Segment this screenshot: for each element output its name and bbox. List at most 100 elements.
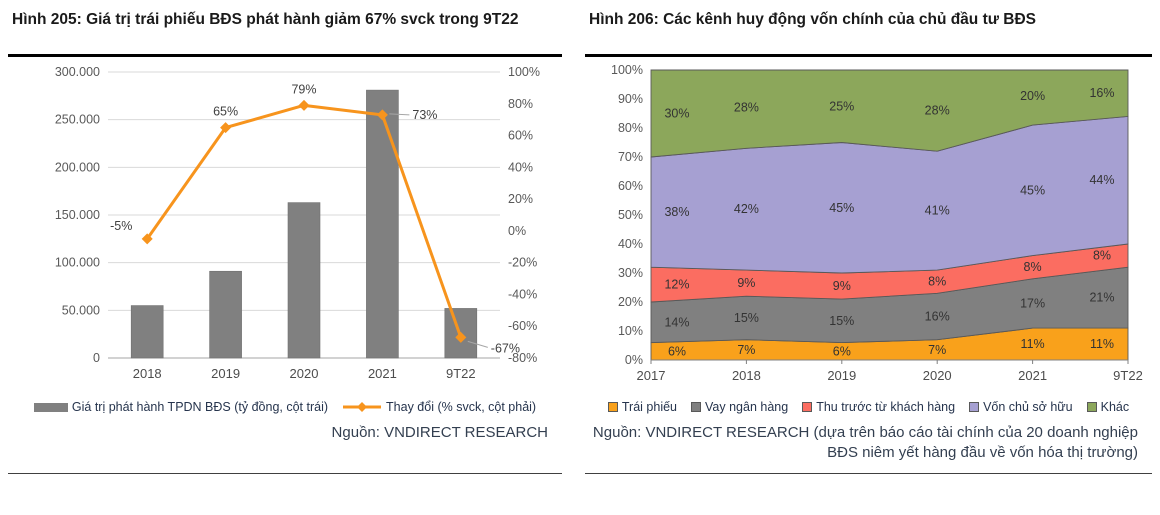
legend-label: Khác xyxy=(1100,400,1130,414)
svg-text:40%: 40% xyxy=(618,237,643,251)
svg-text:28%: 28% xyxy=(734,101,759,115)
svg-text:250.000: 250.000 xyxy=(55,113,100,127)
svg-text:11%: 11% xyxy=(1021,337,1045,351)
svg-text:300.000: 300.000 xyxy=(55,65,100,79)
svg-text:60%: 60% xyxy=(508,129,533,143)
figure-205-legend: Giá trị phát hành TPDN BĐS (tỷ đồng, cột… xyxy=(8,400,562,414)
svg-text:15%: 15% xyxy=(734,311,759,325)
svg-text:25%: 25% xyxy=(829,99,854,113)
svg-text:9T22: 9T22 xyxy=(446,366,476,381)
svg-text:40%: 40% xyxy=(508,160,533,174)
legend-item-bar: Giá trị phát hành TPDN BĐS (tỷ đồng, cột… xyxy=(33,400,329,414)
line-marker xyxy=(298,99,310,111)
legend-item-3: Thu trước từ khách hàng xyxy=(802,400,955,414)
legend-item-1: Trái phiếu xyxy=(607,400,677,414)
line-swatch-icon xyxy=(343,402,382,412)
figure-205-panel: Hình 205: Giá trị trái phiếu BĐS phát hà… xyxy=(8,8,562,474)
area-swatch-icon xyxy=(607,402,618,412)
figure-206-panel: Hình 206: Các kênh huy động vốn chính củ… xyxy=(585,8,1152,474)
bar-swatch-icon xyxy=(33,402,68,412)
area-swatch-icon xyxy=(691,402,701,412)
svg-text:0: 0 xyxy=(93,351,100,365)
svg-text:-40%: -40% xyxy=(508,287,537,301)
svg-text:9%: 9% xyxy=(833,279,851,293)
label-leader xyxy=(467,340,488,348)
figure-206-chart: 0% 10% 20% 30% 40% 50% 60% 70% 80% 90% 100% 6% 7% 6% 7… xyxy=(585,60,1152,399)
svg-text:30%: 30% xyxy=(618,266,643,280)
svg-text:8%: 8% xyxy=(1093,249,1111,263)
svg-text:44%: 44% xyxy=(1089,173,1114,187)
legend-label-bar: Giá trị phát hành TPDN BĐS (tỷ đồng, cột… xyxy=(71,400,329,414)
svg-text:0%: 0% xyxy=(625,353,643,367)
line-marker xyxy=(141,233,153,245)
legend-item-5: Khác xyxy=(1086,400,1130,414)
legend-item-line: Thay đổi (% svck, cột phải) xyxy=(342,400,536,414)
svg-text:20%: 20% xyxy=(508,192,533,206)
svg-text:-60%: -60% xyxy=(508,319,537,333)
svg-text:-80%: -80% xyxy=(508,351,537,365)
svg-text:80%: 80% xyxy=(508,97,533,111)
svg-text:8%: 8% xyxy=(928,275,946,289)
svg-text:14%: 14% xyxy=(664,315,689,329)
legend-item-2: Vay ngân hàng xyxy=(691,400,788,414)
svg-text:20%: 20% xyxy=(1020,89,1045,103)
figure-206-source: Nguồn: VNDIRECT RESEARCH (dựa trên báo c… xyxy=(592,424,1138,462)
svg-text:150.000: 150.000 xyxy=(55,208,100,222)
figure-205-title: Hình 205: Giá trị trái phiếu BĐS phát hà… xyxy=(8,8,562,57)
svg-text:100.000: 100.000 xyxy=(55,256,100,270)
svg-text:2018: 2018 xyxy=(133,366,162,381)
svg-text:30%: 30% xyxy=(664,107,689,121)
svg-text:20%: 20% xyxy=(618,295,643,309)
svg-text:9%: 9% xyxy=(737,276,755,290)
bar-2019 xyxy=(209,270,242,359)
svg-text:-67%: -67% xyxy=(491,341,520,355)
svg-text:7%: 7% xyxy=(737,343,755,357)
svg-text:7%: 7% xyxy=(928,343,946,357)
svg-text:50.000: 50.000 xyxy=(62,303,100,317)
svg-text:10%: 10% xyxy=(618,324,643,338)
svg-text:6%: 6% xyxy=(668,344,686,358)
svg-text:90%: 90% xyxy=(618,92,643,106)
svg-text:2019: 2019 xyxy=(211,366,240,381)
svg-text:15%: 15% xyxy=(829,314,854,328)
svg-text:11%: 11% xyxy=(1090,337,1114,351)
bar-2021 xyxy=(366,89,399,359)
legend-label-line: Thay đổi (% svck, cột phải) xyxy=(386,400,537,414)
area-5 xyxy=(650,69,1129,158)
svg-text:79%: 79% xyxy=(291,82,316,96)
svg-text:2017: 2017 xyxy=(637,368,666,383)
legend-label: Vay ngân hàng xyxy=(705,400,789,414)
svg-text:2020: 2020 xyxy=(290,366,319,381)
svg-text:-5%: -5% xyxy=(110,219,132,233)
label-leader xyxy=(389,113,410,116)
svg-text:38%: 38% xyxy=(664,205,689,219)
svg-text:21%: 21% xyxy=(1089,291,1114,305)
bar-2020 xyxy=(287,202,321,359)
svg-text:45%: 45% xyxy=(1020,183,1045,197)
svg-text:16%: 16% xyxy=(925,310,950,324)
svg-text:2018: 2018 xyxy=(732,368,761,383)
svg-text:17%: 17% xyxy=(1020,296,1045,310)
area-swatch-icon xyxy=(969,402,980,412)
figure-206-svg: 0% 10% 20% 30% 40% 50% 60% 70% 80% 90% 100% 6% 7% 6% 7… xyxy=(611,63,1143,383)
svg-text:70%: 70% xyxy=(618,150,643,164)
svg-text:0%: 0% xyxy=(508,224,526,238)
svg-text:28%: 28% xyxy=(925,104,950,118)
svg-text:80%: 80% xyxy=(618,121,643,135)
bar-2018 xyxy=(130,305,164,359)
svg-text:6%: 6% xyxy=(833,344,851,358)
area-swatch-icon xyxy=(1086,402,1097,412)
area-swatch-icon xyxy=(802,402,813,412)
svg-text:50%: 50% xyxy=(618,208,643,222)
figure-206-legend: Trái phiếu Vay ngân hàng Thu trước từ khác… xyxy=(585,400,1152,414)
svg-text:-20%: -20% xyxy=(508,256,537,270)
svg-text:9T22: 9T22 xyxy=(1113,368,1143,383)
svg-text:42%: 42% xyxy=(734,202,759,216)
svg-text:2020: 2020 xyxy=(923,368,952,383)
legend-label: Trái phiếu xyxy=(621,400,677,414)
svg-text:100%: 100% xyxy=(611,63,643,77)
svg-text:2021: 2021 xyxy=(1018,368,1047,383)
line-marker xyxy=(220,122,232,134)
svg-text:2019: 2019 xyxy=(827,368,856,383)
svg-text:200.000: 200.000 xyxy=(55,160,100,174)
